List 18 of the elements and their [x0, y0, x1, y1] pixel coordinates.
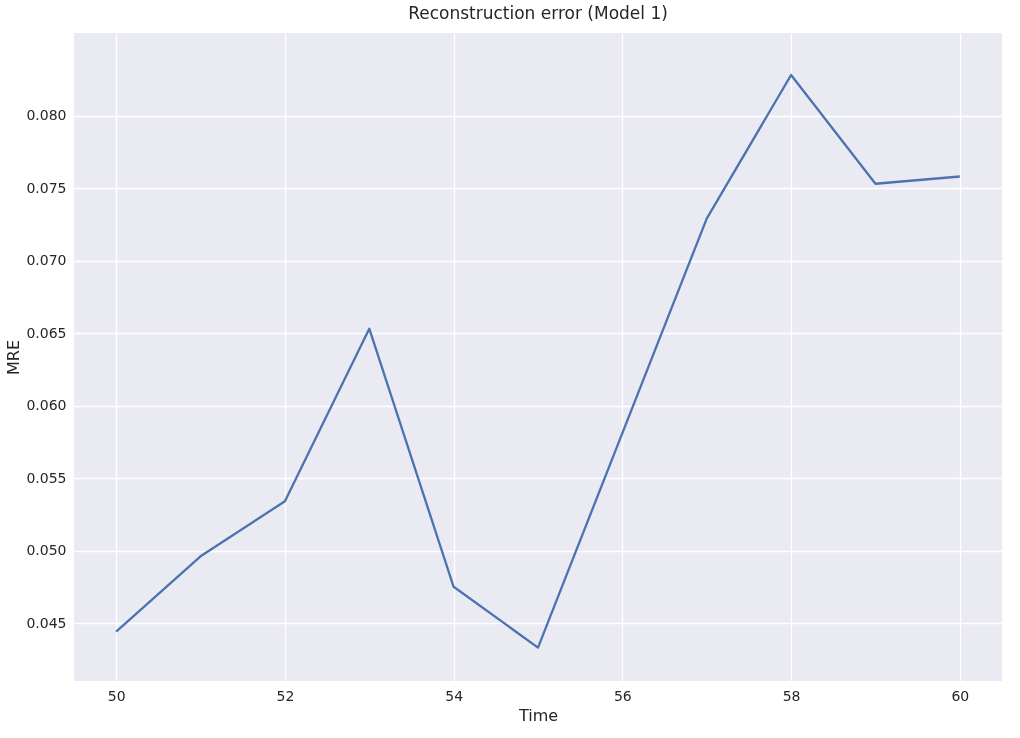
y-tick-label: 0.045 — [26, 614, 67, 631]
x-tick-label: 50 — [107, 687, 126, 704]
line-series — [115, 73, 961, 649]
y-axis-title: MRE — [4, 339, 24, 376]
x-tick-label: 60 — [951, 687, 970, 704]
x-axis-title: Time — [517, 705, 559, 725]
y-tick-label: 0.080 — [26, 107, 67, 124]
y-tick-label: 0.050 — [26, 542, 67, 559]
chart-title: Reconstruction error (Model 1) — [408, 3, 668, 23]
y-tick-label: 0.075 — [26, 179, 67, 196]
y-tick-label: 0.055 — [26, 469, 67, 486]
x-tick-label: 58 — [782, 687, 801, 704]
x-tick-label: 52 — [276, 687, 295, 704]
y-tick-label: 0.070 — [26, 252, 67, 269]
y-tick-label: 0.060 — [26, 397, 67, 414]
x-tick-label: 56 — [613, 687, 632, 704]
y-tick-label: 0.065 — [26, 324, 67, 341]
x-tick-label: 54 — [445, 687, 464, 704]
